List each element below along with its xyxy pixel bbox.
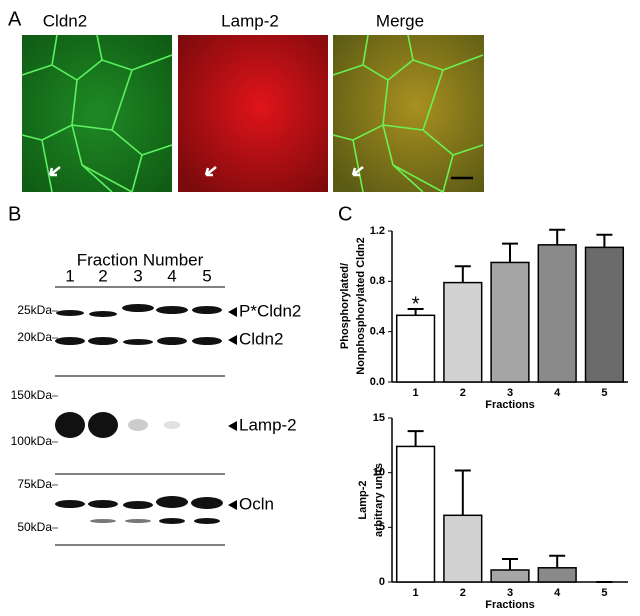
bar [490, 261, 530, 383]
lane-label: 3 [133, 266, 142, 285]
x-tick-label: 3 [507, 387, 513, 399]
lane-label: 5 [202, 266, 211, 285]
micrograph [332, 34, 484, 193]
micrograph [21, 34, 173, 193]
annotation: * [412, 294, 420, 316]
marker-label: 25kDa [17, 303, 52, 317]
lane-label: 4 [167, 266, 176, 285]
band-arrow [228, 335, 237, 345]
y-tick-label: 0.0 [370, 376, 385, 388]
panel-label: B [8, 203, 21, 225]
x-tick-label: 4 [554, 587, 561, 599]
y-tick-label: 15 [373, 412, 385, 424]
y-axis-label: Nonphosphorylated Cldn2 [355, 237, 367, 375]
band-arrow [228, 500, 237, 510]
x-axis-label: Fractions [485, 399, 535, 411]
error-bar [407, 308, 424, 316]
x-tick-label: 1 [413, 387, 419, 399]
band-label: Lamp-2 [239, 415, 297, 434]
band-label: Cldn2 [239, 329, 283, 348]
marker-label: 50kDa [17, 520, 52, 534]
x-tick-label: 2 [460, 587, 466, 599]
lane-label: 1 [65, 266, 74, 285]
y-tick-label: 0.4 [370, 326, 386, 338]
y-tick-label: 0.8 [370, 275, 385, 287]
band-arrow [228, 421, 237, 431]
image-title: Merge [376, 11, 424, 30]
error-bar [549, 554, 566, 568]
micrograph [178, 35, 328, 192]
bar [490, 569, 530, 583]
error-bar [502, 242, 518, 263]
error-bar [407, 430, 424, 447]
marker-label: 150kDa [11, 388, 53, 402]
y-tick-label: 5 [379, 521, 385, 533]
marker-label: 100kDa [11, 434, 53, 448]
bar [395, 314, 436, 383]
x-tick-label: 5 [601, 587, 607, 599]
blot-title: Fraction Number [77, 250, 204, 269]
x-tick-label: 3 [507, 587, 513, 599]
marker-label: 75kDa [17, 477, 52, 491]
bar [537, 567, 577, 583]
error-bar [502, 558, 518, 570]
image-title: Cldn2 [43, 11, 87, 30]
marker-label: 20kDa [17, 330, 52, 344]
x-axis-label: Fractions [485, 599, 535, 611]
y-tick-label: 0 [379, 576, 385, 588]
error-bar [549, 228, 566, 245]
lane-label: 2 [98, 266, 107, 285]
bar [537, 244, 577, 383]
image-title: Lamp-2 [221, 11, 279, 30]
band-label: P*Cldn2 [239, 301, 301, 320]
band-arrow [228, 307, 237, 317]
panel-label: A [8, 8, 22, 30]
blot-bands [55, 304, 223, 524]
y-tick-label: 1.2 [370, 225, 385, 237]
x-tick-label: 2 [460, 387, 466, 399]
x-tick-label: 4 [554, 387, 561, 399]
y-axis-label: Lamp-2 [357, 480, 369, 519]
error-bar [596, 233, 613, 248]
x-tick-label: 1 [413, 587, 419, 599]
bar [395, 445, 436, 583]
y-axis-label: Phosphorylated/ [339, 263, 351, 349]
bar [584, 246, 625, 383]
y-tick-label: 10 [373, 467, 385, 479]
error-bar [454, 469, 471, 516]
band-label: Ocln [239, 494, 274, 513]
error-bar [454, 265, 471, 283]
bar [443, 514, 483, 583]
panel-label: C [338, 203, 352, 225]
x-tick-label: 5 [601, 387, 607, 399]
y-axis-label: arbitrary units [373, 463, 385, 537]
bar [443, 281, 483, 383]
